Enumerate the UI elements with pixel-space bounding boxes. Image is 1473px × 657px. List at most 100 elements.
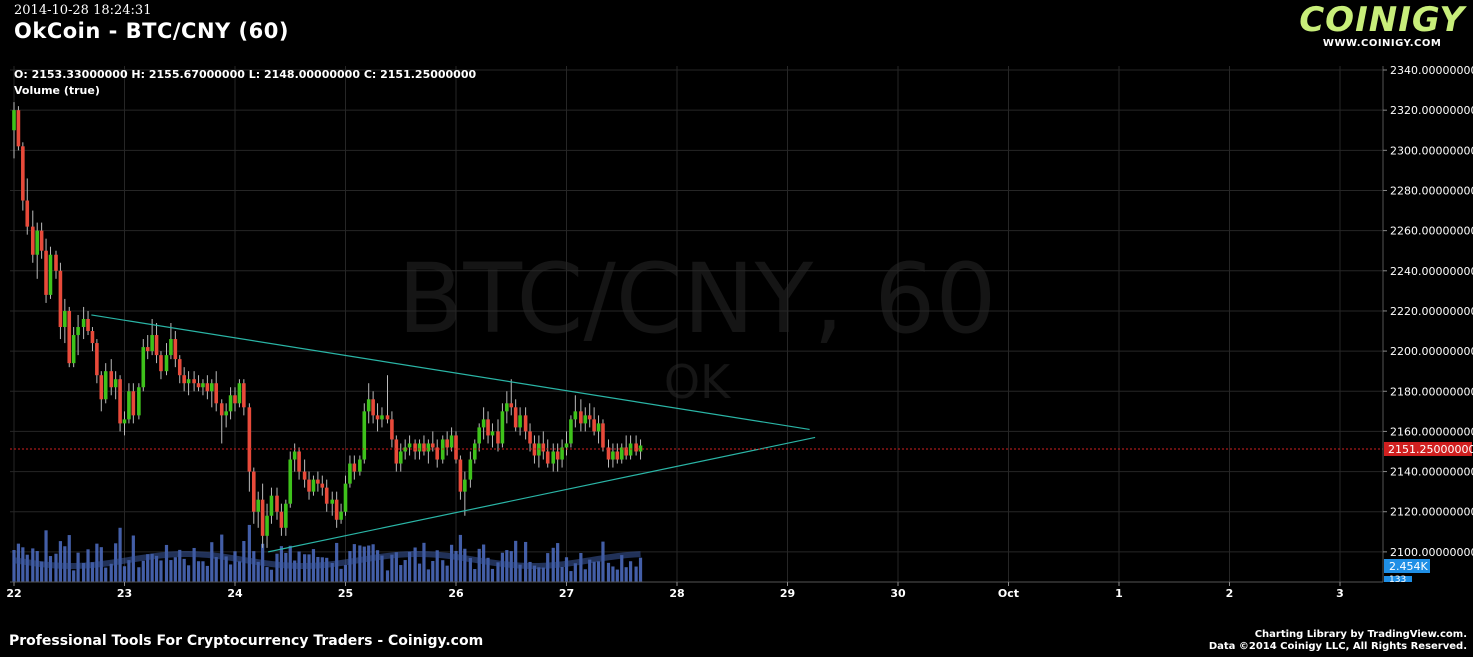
trendlines[interactable] [91, 314, 816, 553]
candle-down [44, 250, 48, 295]
volume-bar [25, 554, 29, 582]
candle-down [260, 499, 265, 536]
candle-down [624, 447, 628, 456]
candle-down [555, 451, 560, 460]
price-tick-label: 2260.00000000 [1390, 225, 1473, 238]
candle-down [634, 443, 638, 452]
volume-bar [611, 566, 615, 582]
candle-down [118, 379, 122, 424]
candle-up [596, 423, 601, 432]
grid [10, 66, 1383, 582]
volume-bar [407, 551, 412, 582]
time-tick-label: 30 [890, 587, 906, 600]
volume-bar [569, 571, 573, 582]
time-tick-label: 29 [780, 587, 795, 600]
volume-bar [127, 560, 131, 582]
candle-up [619, 447, 624, 460]
watermark-exchange: OK [664, 355, 732, 409]
volume-bar [394, 552, 398, 582]
time-tick-label: 23 [117, 587, 132, 600]
candle-down [545, 451, 550, 464]
candle-up [403, 447, 407, 452]
candle-down [159, 355, 163, 372]
candle-up [472, 443, 477, 460]
candle-down [54, 254, 58, 271]
time-tick-label: 26 [448, 587, 464, 600]
volume-bar [343, 564, 348, 582]
volume-study-label[interactable]: Volume (true) [14, 84, 100, 97]
time-axis[interactable]: 22 23 24 25 26 27 28 29 30 Oct 1 2 3 [6, 581, 1383, 600]
volume-bar [445, 565, 449, 582]
volume-bar [413, 547, 417, 582]
candle-down [177, 359, 182, 376]
candle-down [592, 419, 596, 432]
candle-up [292, 451, 297, 460]
candle-up [468, 459, 473, 480]
volume-bar [224, 556, 228, 582]
volume-bar [624, 567, 628, 582]
candle-up [186, 379, 191, 384]
logo-url: WWW.COINIGY.COM [1322, 38, 1442, 49]
candle-up [366, 399, 371, 412]
candle-down [39, 230, 44, 251]
candle-down [16, 110, 21, 147]
volume-bar [615, 569, 619, 582]
volume-bar [21, 547, 25, 582]
candle-down [58, 270, 63, 328]
candle-down [30, 226, 35, 255]
time-tick-label: 24 [227, 587, 243, 600]
volume-bar [192, 547, 196, 582]
candle-up [449, 435, 454, 448]
candle-up [339, 511, 343, 520]
volume-bar [403, 560, 407, 582]
candle-up [348, 463, 352, 484]
candle-down [233, 395, 237, 404]
candle-down [528, 431, 532, 444]
ohlc-readout: O: 2153.33000000 H: 2155.67000000 L: 214… [14, 68, 477, 81]
volume-bar [367, 545, 371, 582]
candle-down [67, 310, 72, 364]
candle-up [137, 387, 141, 416]
candle-down [145, 347, 150, 352]
volume-bar [537, 567, 541, 582]
volume-bar [90, 562, 95, 582]
candle-down [192, 379, 196, 384]
candle-down [486, 419, 490, 436]
volume-bar [560, 566, 564, 582]
candle-down [413, 443, 417, 452]
candle-up [569, 419, 573, 444]
volume-bar [214, 557, 218, 582]
candle-down [385, 415, 390, 420]
candle-down [154, 335, 159, 356]
price-tick-label: 2200.00000000 [1390, 345, 1473, 358]
volume-bar [385, 570, 390, 582]
volume-badge-2-label: 133 [1389, 575, 1406, 585]
volume-bar [186, 565, 191, 582]
volume-bar [141, 560, 145, 582]
volume-bar [473, 569, 477, 582]
volume-bar [210, 542, 214, 582]
candles [12, 102, 643, 548]
candle-down [99, 375, 104, 400]
candle-down [109, 371, 114, 388]
candle-up [76, 327, 80, 336]
candle-down [242, 383, 246, 408]
price-axis[interactable]: 2340.00000000 2320.00000000 2300.00000000 2… [1382, 64, 1473, 585]
candle-down [324, 487, 329, 504]
candle-up [237, 383, 242, 404]
time-tick-label: Oct [998, 587, 1019, 600]
volume-bar [173, 557, 177, 582]
candle-up [141, 347, 146, 388]
candle-up [628, 443, 633, 456]
candle-down [275, 495, 279, 512]
volume-bar [67, 535, 71, 582]
volume-bar [564, 557, 569, 582]
candle-down [196, 383, 201, 388]
volume-bar [169, 560, 173, 582]
volume-bar [399, 565, 403, 582]
volume-bar [596, 561, 601, 582]
candle-up [573, 411, 578, 420]
volume-bar [150, 553, 154, 582]
last-price-label: 2151.25000000 [1388, 443, 1473, 456]
